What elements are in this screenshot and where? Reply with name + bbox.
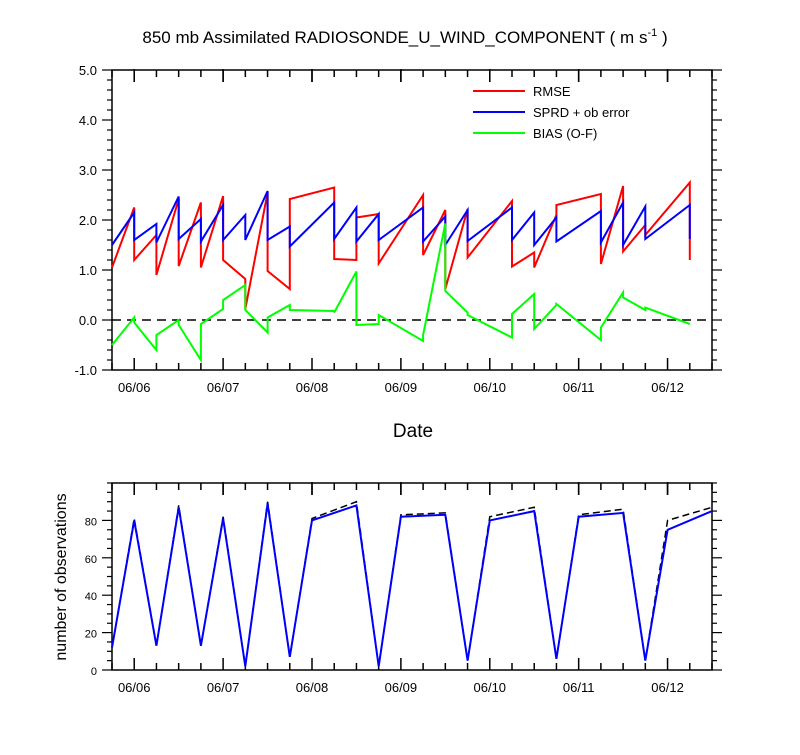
top-x-tick-label: 06/06 (118, 380, 151, 395)
bottom-axes: 06/06 06/07 06/08 06/09 06/10 06/11 06/12 0 20 40… (85, 482, 722, 695)
bottom-x-tick-label: 06/09 (385, 680, 418, 695)
top-x-tick-label: 06/07 (207, 380, 240, 395)
top-y-tick-label: -1.0 (75, 363, 97, 378)
bottom-series-lines (111, 500, 713, 667)
bottom-y-tick-label: 60 (85, 554, 97, 566)
bottom-x-tick-label: 06/10 (474, 680, 507, 695)
bottom-x-tick-label: 06/07 (207, 680, 240, 695)
x-axis-label: Date (393, 421, 433, 442)
bottom-x-tick-label: 06/11 (563, 680, 595, 695)
legend-label-rmse: RMSE (533, 84, 571, 99)
top-y-tick-label: 0.0 (79, 313, 97, 328)
legend: RMSE SPRD + ob error BIAS (O-F) (473, 84, 630, 141)
top-x-tick-label: 06/09 (385, 380, 418, 395)
top-axes: 06/06 06/07 06/08 06/09 06/10 06/11 06/12 -1.0 0… (75, 63, 722, 395)
top-y-tick-label: 5.0 (79, 63, 97, 78)
bottom-y-tick-label: 0 (91, 666, 97, 678)
top-x-tick-label: 06/08 (296, 380, 329, 395)
top-x-tick-label: 06/10 (474, 380, 507, 395)
top-y-tick-label: 1.0 (79, 263, 97, 278)
bottom-y-tick-label: 40 (85, 591, 97, 603)
top-y-tick-label: 4.0 (79, 113, 97, 128)
series-line-sprd-ob-error (111, 190, 691, 249)
top-y-tick-label: 3.0 (79, 163, 97, 178)
bottom-x-tick-label: 06/06 (118, 680, 151, 695)
top-series-lines (111, 179, 712, 364)
top-x-tick-label: 06/11 (563, 380, 595, 395)
series-line-rmse (111, 179, 691, 310)
y-axis-label-observations: number of observations (53, 493, 70, 660)
bottom-x-tick-label: 06/12 (651, 680, 684, 695)
bottom-y-tick-label: 80 (85, 516, 97, 528)
chart-title: 850 mb Assimilated RADIOSONDE_U_WIND_COM… (142, 27, 667, 47)
top-x-tick-label: 06/12 (651, 380, 684, 395)
bottom-y-tick-label: 20 (85, 629, 97, 641)
top-y-tick-label: 2.0 (79, 213, 97, 228)
series-line-bias-o-f (111, 223, 691, 364)
series-line-assimilated (111, 503, 713, 667)
bottom-x-tick-label: 06/08 (296, 680, 329, 695)
legend-label-sprd: SPRD + ob error (533, 105, 630, 120)
legend-label-bias: BIAS (O-F) (533, 126, 597, 141)
